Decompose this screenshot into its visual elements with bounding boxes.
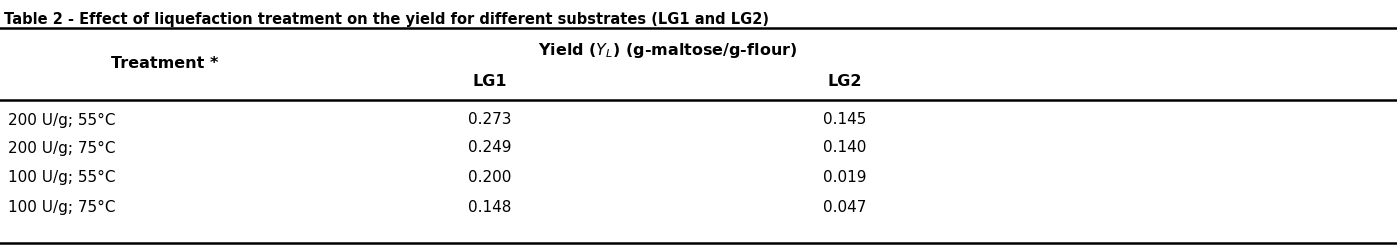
Text: LG2: LG2 (828, 74, 862, 90)
Text: Treatment *: Treatment * (112, 57, 219, 71)
Text: Yield ($\mathit{Y_L}$) (g-maltose/g-flour): Yield ($\mathit{Y_L}$) (g-maltose/g-flou… (538, 40, 798, 60)
Text: 0.148: 0.148 (468, 199, 511, 215)
Text: 100 U/g; 55°C: 100 U/g; 55°C (8, 169, 116, 185)
Text: 0.140: 0.140 (823, 141, 866, 155)
Text: 0.273: 0.273 (468, 113, 511, 127)
Text: Table 2 - Effect of liquefaction treatment on the yield for different substrates: Table 2 - Effect of liquefaction treatme… (4, 12, 768, 27)
Text: 0.249: 0.249 (468, 141, 511, 155)
Text: LG1: LG1 (472, 74, 507, 90)
Text: 0.200: 0.200 (468, 169, 511, 185)
Text: 200 U/g; 75°C: 200 U/g; 75°C (8, 141, 116, 155)
Text: 0.145: 0.145 (823, 113, 866, 127)
Text: 0.047: 0.047 (823, 199, 866, 215)
Text: 100 U/g; 75°C: 100 U/g; 75°C (8, 199, 116, 215)
Text: 200 U/g; 55°C: 200 U/g; 55°C (8, 113, 116, 127)
Text: 0.019: 0.019 (823, 169, 866, 185)
